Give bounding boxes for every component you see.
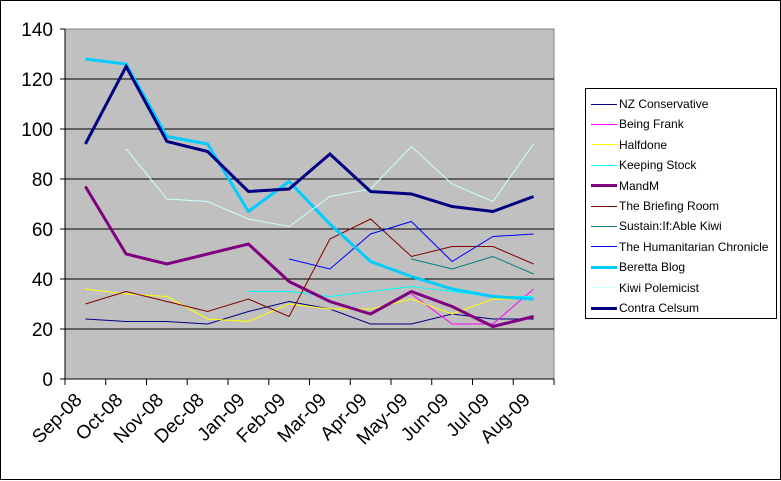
- y-tick-label: 40: [32, 270, 53, 291]
- legend-swatch-icon: [591, 205, 617, 207]
- legend-item: The Briefing Room: [586, 196, 719, 216]
- legend-swatch-icon: [591, 164, 617, 166]
- legend-swatch-icon: [591, 144, 617, 146]
- legend-item: Kiwi Polemicist: [586, 278, 699, 298]
- legend-label: MandM: [619, 178, 660, 193]
- legend-item: Halfdone: [586, 135, 667, 155]
- legend-label: The Humanitarian Chronicle: [619, 239, 769, 254]
- legend-label: Contra Celsum: [619, 301, 700, 315]
- legend-swatch-icon: [591, 265, 617, 269]
- legend-swatch-icon: [591, 123, 617, 125]
- legend-swatch-icon: [591, 246, 617, 248]
- series-line-mandm: [84, 185, 534, 329]
- x-tick-label: Sep-08: [28, 390, 86, 448]
- legend-label: Keeping Stock: [619, 158, 697, 173]
- legend-item: Sustain:If:Able Kiwi: [586, 216, 722, 236]
- series-line-kiwi-polemicist: [125, 143, 535, 228]
- y-tick-label: 140: [21, 20, 53, 41]
- y-tick-label: 80: [32, 170, 53, 191]
- y-tick-label: 100: [21, 120, 53, 141]
- legend-label: Beretta Blog: [619, 260, 686, 275]
- legend-swatch-icon: [591, 225, 617, 227]
- legend-swatch-icon: [591, 184, 617, 188]
- legend-item: Being Frank: [586, 114, 684, 134]
- series-line-the-briefing-room: [85, 218, 534, 318]
- legend-item: Beretta Blog: [586, 257, 685, 277]
- y-tick-label: 60: [32, 220, 53, 241]
- series-line-nz-conservative: [85, 300, 534, 325]
- y-tick-label: 20: [32, 320, 53, 341]
- legend-item: The Humanitarian Chronicle: [586, 237, 768, 257]
- legend-label: Sustain:If:Able Kiwi: [619, 219, 722, 234]
- series-line-sustain-if-able-kiwi: [411, 255, 534, 275]
- series-line-the-humanitarian-chronicle: [288, 220, 534, 270]
- legend-swatch-icon: [591, 103, 617, 105]
- legend-item: MandM: [586, 176, 659, 196]
- series-line-contra-celsum: [84, 63, 535, 214]
- y-tick-label: 120: [21, 70, 53, 91]
- legend-label: NZ Conservative: [619, 97, 709, 111]
- legend-label: Halfdone: [619, 137, 668, 152]
- legend-item: NZ Conservative: [586, 94, 708, 114]
- legend-item: Keeping Stock: [586, 155, 696, 175]
- y-tick-label: 0: [42, 370, 53, 391]
- legend-label: Kiwi Polemicist: [619, 280, 700, 295]
- legend-swatch-icon: [591, 306, 617, 310]
- legend-label: Being Frank: [619, 117, 684, 132]
- legend-label: The Briefing Room: [619, 199, 720, 213]
- legend-item: Contra Celsum: [586, 298, 699, 318]
- series-line-beretta-blog: [85, 57, 534, 301]
- legend: NZ Conservative Being Frank Halfdone Keepin…: [585, 88, 777, 319]
- series-line-being-frank: [411, 288, 534, 325]
- legend-swatch-icon: [591, 287, 617, 289]
